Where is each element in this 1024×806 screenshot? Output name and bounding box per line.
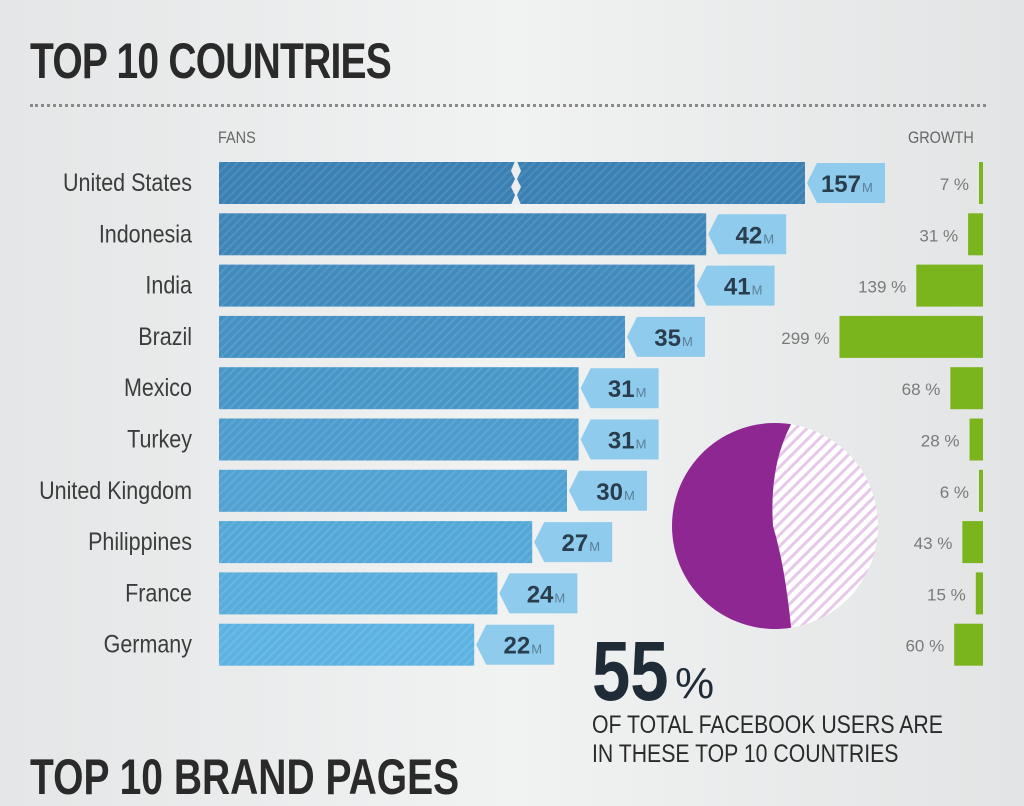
pie-caption-line2: IN THESE TOP 10 COUNTRIES bbox=[592, 739, 898, 767]
fans-bar-texture bbox=[219, 213, 707, 256]
fans-bar-texture bbox=[219, 264, 695, 307]
growth-bar bbox=[950, 367, 983, 410]
growth-bar bbox=[916, 264, 983, 307]
value-unit: M bbox=[763, 231, 774, 246]
growth-bar bbox=[962, 521, 983, 564]
country-label: Germany bbox=[104, 630, 193, 658]
value-label-bg bbox=[534, 522, 613, 563]
fans-bar-texture bbox=[219, 623, 475, 666]
pie-caption-line1: OF TOTAL FACEBOOK USERS ARE bbox=[592, 710, 943, 738]
country-label: Turkey bbox=[127, 425, 192, 453]
value-unit: M bbox=[636, 437, 647, 452]
value-unit: M bbox=[682, 334, 693, 349]
value-label: 31 bbox=[608, 376, 635, 403]
country-label: United States bbox=[63, 168, 192, 196]
value-label-bg bbox=[499, 573, 578, 614]
value-label: 42 bbox=[735, 222, 762, 249]
next-section-title: TOP 10 BRAND PAGES bbox=[30, 749, 460, 805]
value-label: 41 bbox=[724, 274, 751, 301]
fans-bar-texture bbox=[219, 367, 579, 410]
country-label: India bbox=[145, 271, 192, 299]
pie-percent: 55 bbox=[592, 625, 669, 719]
value-label-bg bbox=[580, 368, 659, 409]
country-label: France bbox=[125, 579, 192, 607]
fans-bar-texture bbox=[219, 572, 498, 615]
axis-break bbox=[511, 161, 521, 205]
growth-column-header: GROWTH bbox=[908, 128, 974, 147]
value-unit: M bbox=[554, 590, 565, 605]
growth-bar bbox=[969, 418, 983, 461]
value-unit: M bbox=[636, 385, 647, 400]
value-label-bg bbox=[696, 265, 775, 306]
growth-label: 31 % bbox=[919, 226, 958, 245]
fans-bar-texture bbox=[219, 521, 533, 564]
value-unit: M bbox=[531, 642, 542, 657]
growth-bar bbox=[979, 469, 983, 512]
value-label-bg bbox=[476, 624, 555, 665]
value-label-bg bbox=[807, 163, 885, 203]
fans-bar-texture bbox=[219, 469, 567, 512]
value-label: 27 bbox=[561, 530, 588, 557]
value-label: 157 bbox=[821, 171, 861, 198]
value-unit: M bbox=[752, 283, 763, 298]
country-label: United Kingdom bbox=[39, 476, 192, 504]
value-label-bg bbox=[580, 419, 659, 460]
growth-label: 68 % bbox=[902, 380, 941, 399]
growth-label: 15 % bbox=[927, 585, 966, 604]
growth-bar bbox=[979, 162, 983, 204]
value-unit: M bbox=[862, 180, 873, 195]
growth-label: 60 % bbox=[905, 637, 944, 656]
value-label: 31 bbox=[608, 428, 635, 455]
growth-label: 28 % bbox=[921, 432, 960, 451]
value-unit: M bbox=[624, 488, 635, 503]
fans-bar-texture bbox=[219, 418, 579, 461]
country-label: Brazil bbox=[138, 322, 192, 350]
value-unit: M bbox=[589, 539, 600, 554]
growth-label: 6 % bbox=[940, 483, 969, 502]
growth-label: 43 % bbox=[914, 534, 953, 553]
growth-label: 299 % bbox=[781, 329, 829, 348]
growth-label: 139 % bbox=[858, 278, 906, 297]
pie-primary-slice bbox=[671, 423, 792, 629]
value-label-bg bbox=[627, 316, 705, 357]
growth-bar bbox=[968, 213, 983, 256]
fans-bar-texture bbox=[219, 315, 625, 358]
title-divider bbox=[30, 104, 986, 107]
growth-bar bbox=[975, 572, 983, 615]
value-label: 30 bbox=[596, 479, 623, 506]
fans-column-header: FANS bbox=[218, 128, 256, 147]
value-label: 22 bbox=[503, 633, 530, 660]
value-label: 24 bbox=[527, 581, 554, 608]
growth-label: 7 % bbox=[940, 175, 969, 194]
value-label: 35 bbox=[654, 325, 681, 352]
country-label: Indonesia bbox=[99, 220, 192, 248]
pie-percent-sign: % bbox=[675, 659, 714, 708]
country-label: Mexico bbox=[124, 374, 192, 402]
value-label-bg bbox=[569, 470, 647, 511]
value-label-bg bbox=[708, 214, 787, 255]
growth-bar bbox=[839, 315, 983, 358]
fans-bar-texture bbox=[219, 162, 805, 204]
country-label: Philippines bbox=[88, 528, 192, 556]
growth-layer: 7 % 31 % 139 % 299 % 68 % 28 % 6 % 43 % 15 % 60 % bbox=[781, 162, 983, 666]
growth-bar bbox=[954, 623, 983, 666]
page-title: TOP 10 COUNTRIES bbox=[30, 33, 392, 89]
